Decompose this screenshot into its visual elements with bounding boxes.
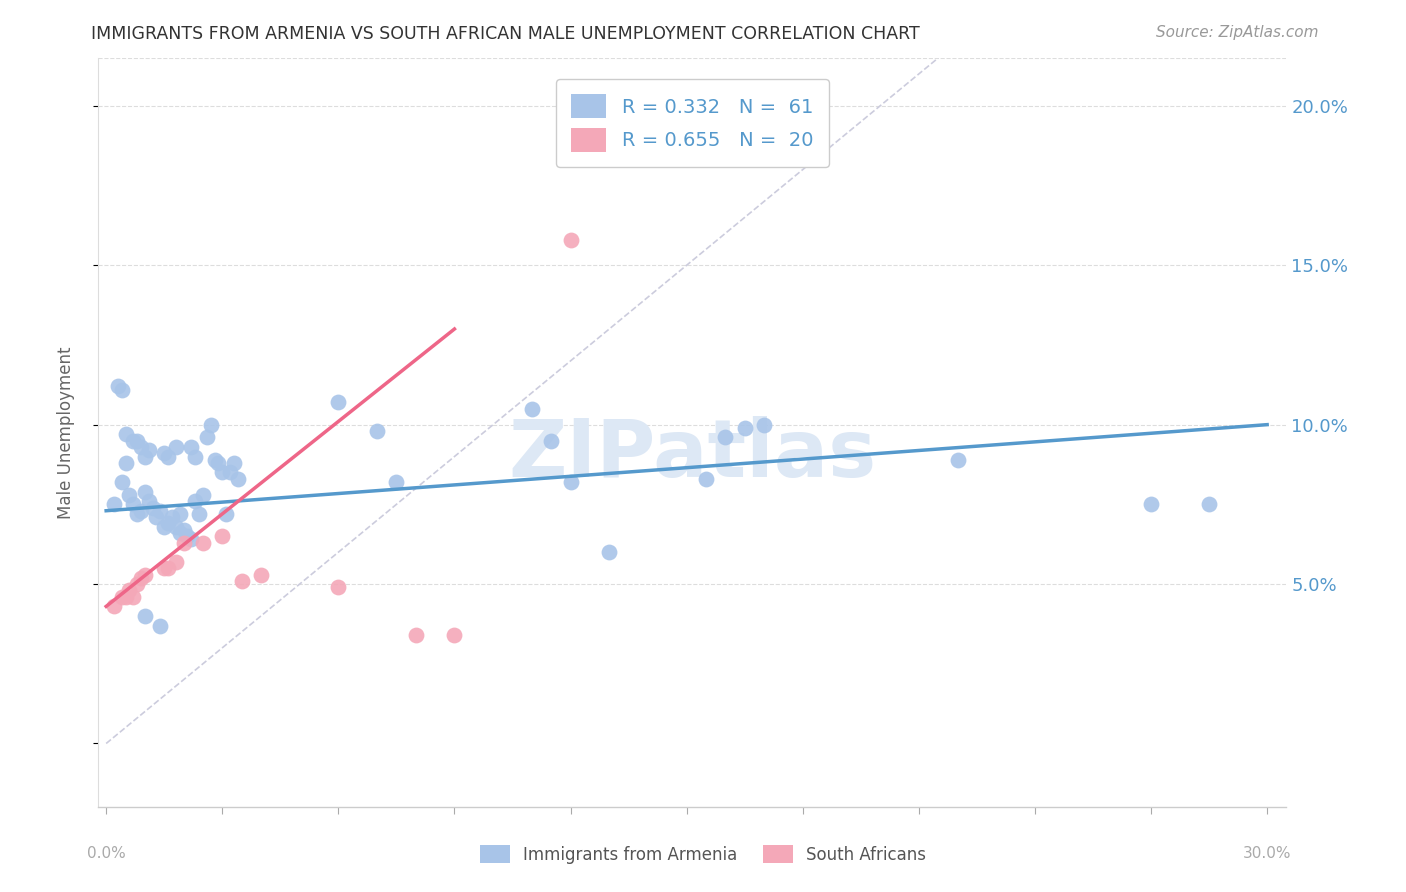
- Point: [405, 628, 427, 642]
- Point: [114, 456, 136, 470]
- Point: [173, 535, 195, 549]
- Point: [165, 440, 187, 454]
- Text: 30.0%: 30.0%: [1243, 847, 1291, 861]
- Point: [1198, 497, 1220, 511]
- Point: [560, 475, 582, 489]
- Point: [114, 427, 136, 442]
- Point: [153, 446, 176, 460]
- Point: [129, 504, 152, 518]
- Point: [695, 472, 717, 486]
- Point: [714, 430, 737, 444]
- Point: [184, 494, 207, 508]
- Point: [385, 475, 408, 489]
- Text: IMMIGRANTS FROM ARMENIA VS SOUTH AFRICAN MALE UNEMPLOYMENT CORRELATION CHART: IMMIGRANTS FROM ARMENIA VS SOUTH AFRICAN…: [91, 25, 920, 43]
- Point: [520, 401, 543, 416]
- Point: [219, 466, 242, 480]
- Point: [134, 609, 156, 624]
- Point: [169, 507, 191, 521]
- Point: [173, 523, 195, 537]
- Point: [165, 555, 187, 569]
- Point: [138, 443, 160, 458]
- Point: [153, 561, 176, 575]
- Point: [226, 472, 249, 486]
- Point: [207, 456, 229, 470]
- Point: [169, 526, 191, 541]
- Point: [129, 571, 152, 585]
- Point: [443, 628, 465, 642]
- Point: [160, 510, 183, 524]
- Point: [176, 529, 198, 543]
- Point: [122, 434, 145, 448]
- Point: [222, 456, 245, 470]
- Point: [200, 417, 222, 432]
- Point: [231, 574, 253, 588]
- Point: [366, 424, 388, 438]
- Point: [111, 383, 134, 397]
- Point: [138, 494, 160, 508]
- Point: [215, 507, 238, 521]
- Point: [328, 395, 350, 409]
- Point: [103, 599, 125, 614]
- Point: [598, 545, 620, 559]
- Point: [184, 450, 207, 464]
- Point: [157, 516, 180, 531]
- Point: [191, 535, 214, 549]
- Point: [734, 421, 756, 435]
- Point: [114, 590, 136, 604]
- Point: [157, 561, 180, 575]
- Point: [103, 497, 125, 511]
- Point: [204, 452, 226, 467]
- Point: [111, 590, 134, 604]
- Point: [165, 519, 187, 533]
- Point: [127, 507, 149, 521]
- Point: [134, 484, 156, 499]
- Legend: Immigrants from Armenia, South Africans: Immigrants from Armenia, South Africans: [474, 838, 932, 871]
- Point: [122, 497, 145, 511]
- Point: [328, 580, 350, 594]
- Point: [118, 488, 141, 502]
- Point: [180, 533, 202, 547]
- Point: [145, 510, 167, 524]
- Text: 0.0%: 0.0%: [87, 847, 125, 861]
- Point: [180, 440, 202, 454]
- Point: [134, 567, 156, 582]
- Point: [111, 475, 134, 489]
- Point: [122, 590, 145, 604]
- Legend: R = 0.332   N =  61, R = 0.655   N =  20: R = 0.332 N = 61, R = 0.655 N = 20: [555, 78, 830, 167]
- Point: [188, 507, 211, 521]
- Point: [211, 529, 233, 543]
- Y-axis label: Male Unemployment: Male Unemployment: [56, 346, 75, 519]
- Point: [946, 452, 969, 467]
- Point: [560, 233, 582, 247]
- Text: ZIPatlas: ZIPatlas: [509, 416, 876, 494]
- Text: Source: ZipAtlas.com: Source: ZipAtlas.com: [1156, 25, 1319, 40]
- Point: [250, 567, 273, 582]
- Point: [1140, 497, 1163, 511]
- Point: [118, 583, 141, 598]
- Point: [129, 440, 152, 454]
- Point: [149, 618, 172, 632]
- Point: [142, 500, 165, 515]
- Point: [134, 450, 156, 464]
- Point: [127, 434, 149, 448]
- Point: [752, 417, 775, 432]
- Point: [153, 519, 176, 533]
- Point: [191, 488, 214, 502]
- Point: [540, 434, 562, 448]
- Point: [149, 504, 172, 518]
- Point: [157, 450, 180, 464]
- Point: [195, 430, 218, 444]
- Point: [127, 577, 149, 591]
- Point: [107, 379, 129, 393]
- Point: [211, 466, 233, 480]
